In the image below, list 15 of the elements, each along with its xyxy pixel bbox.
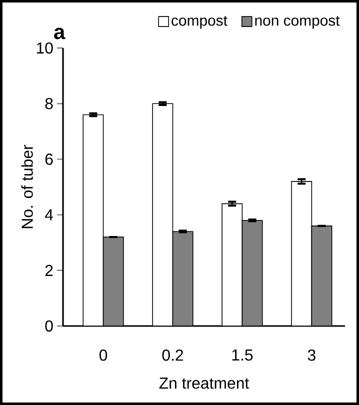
x-tick-label: 0.2 (162, 350, 184, 361)
y-tick-label: 2 (45, 264, 53, 276)
y-tick-label: 10 (36, 42, 53, 54)
y-tick-label: 6 (45, 154, 53, 165)
y-tick-label: 8 (45, 98, 53, 110)
x-tick-label: 1.5 (232, 350, 253, 361)
y-axis-title: No. of tuber (21, 144, 33, 228)
x-tick-label: 0 (99, 350, 108, 361)
legend-label: compost (172, 16, 228, 29)
legend-label: non compost (255, 16, 340, 29)
y-tick-label: 0 (45, 320, 53, 332)
y-tick-label: 4 (44, 209, 54, 220)
chart-title: a (54, 28, 66, 40)
x-tick-label: 3 (308, 350, 316, 361)
x-axis-title: Zn treatment (159, 378, 250, 389)
